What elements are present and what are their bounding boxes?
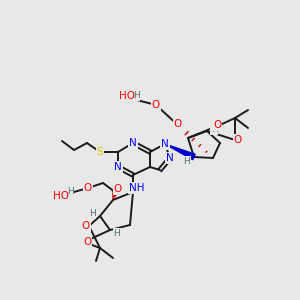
Text: H: H bbox=[114, 229, 120, 238]
Text: HO: HO bbox=[53, 191, 69, 201]
Text: NH: NH bbox=[129, 183, 145, 193]
Text: S: S bbox=[97, 147, 103, 157]
Text: O: O bbox=[213, 120, 221, 130]
Text: O: O bbox=[174, 119, 182, 129]
Polygon shape bbox=[165, 144, 195, 160]
Text: H: H bbox=[88, 209, 95, 218]
Text: N: N bbox=[114, 162, 122, 172]
Text: O: O bbox=[84, 183, 92, 193]
Text: O: O bbox=[234, 135, 242, 145]
Text: N: N bbox=[161, 139, 169, 149]
Polygon shape bbox=[130, 188, 136, 192]
Text: O: O bbox=[83, 237, 91, 247]
Text: H: H bbox=[133, 92, 140, 100]
Text: H: H bbox=[184, 157, 190, 166]
Text: HO: HO bbox=[119, 91, 135, 101]
Text: H: H bbox=[211, 125, 218, 134]
Text: O: O bbox=[82, 221, 90, 231]
Text: N: N bbox=[166, 153, 174, 163]
Text: O: O bbox=[152, 100, 160, 110]
Text: H: H bbox=[67, 187, 73, 196]
Text: N: N bbox=[129, 138, 137, 148]
Text: O: O bbox=[114, 184, 122, 194]
